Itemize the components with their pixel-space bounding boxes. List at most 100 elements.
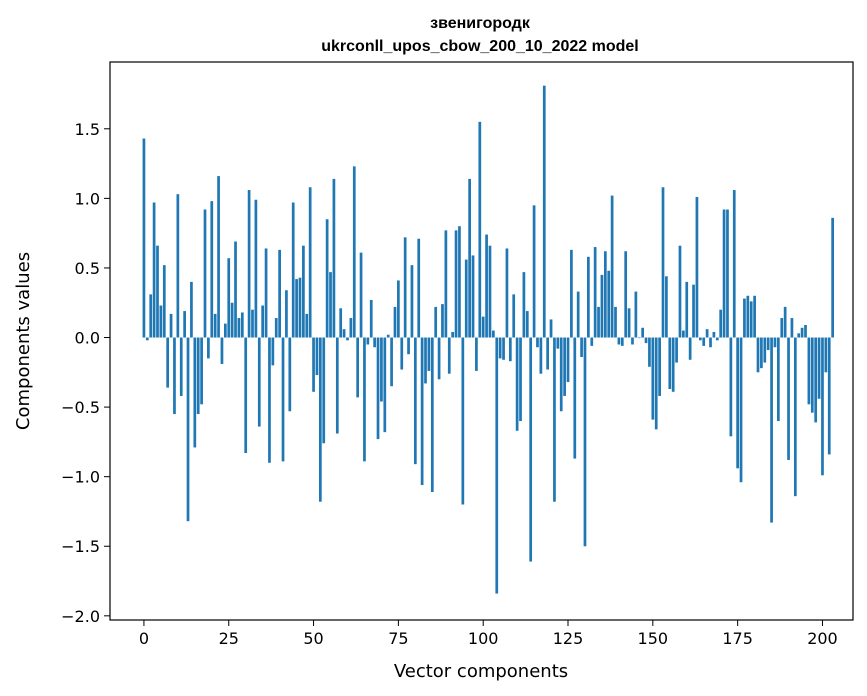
bar-24 [223,323,227,338]
bar-56 [332,178,336,338]
bar-139 [614,306,617,338]
bar-80 [413,337,417,465]
bar-196 [807,337,811,405]
bar-116 [536,337,539,348]
bar-61 [349,318,353,338]
x-tick-label: 200 [807,629,838,648]
bar-40 [278,249,281,338]
bar-186 [773,337,777,348]
bar-53 [322,337,326,444]
bar-179 [749,301,753,338]
bar-47 [302,245,305,338]
bar-98 [475,337,478,371]
bar-128 [576,291,580,338]
bar-54 [325,219,329,338]
bar-127 [573,337,577,459]
bar-23 [220,337,224,364]
bar-143 [627,308,631,338]
bar-134 [597,306,600,338]
bar-168 [712,331,716,338]
bar-45 [295,279,298,338]
bar-100 [481,316,485,338]
bar-198 [814,337,818,423]
x-tick-label: 150 [638,629,669,648]
bar-77 [403,237,407,338]
bar-138 [610,195,614,338]
bar-169 [715,337,719,341]
bar-202 [827,337,831,455]
bar-107 [505,248,509,338]
bar-173 [729,337,733,437]
bar-185 [770,337,773,523]
bar-126 [570,249,573,338]
bar-163 [695,196,699,338]
bar-62 [352,166,356,338]
bar-151 [654,337,658,430]
bar-109 [512,294,516,338]
bar-155 [668,337,672,390]
bar-101 [485,234,488,338]
bar-22 [217,176,220,338]
chart-title: звенигородк [430,15,531,32]
bar-184 [766,337,770,351]
bar-82 [420,337,424,486]
bar-110 [515,337,519,431]
bar-11 [179,337,183,396]
bar-144 [631,337,634,345]
bar-52 [318,337,322,502]
bar-27 [234,241,237,338]
bar-30 [244,337,248,454]
bar-84 [427,337,431,371]
bar-14 [190,281,193,338]
bar-162 [692,284,695,338]
bar-17 [200,337,203,405]
bar-73 [390,337,393,387]
bar-174 [732,190,736,338]
bar-75 [397,280,400,338]
bar-145 [634,291,638,338]
bar-129 [580,337,583,357]
y-tick-label: 1.0 [75,189,100,208]
bar-69 [376,337,380,440]
bar-201 [824,337,828,373]
bar-178 [746,295,750,338]
bar-133 [593,247,597,338]
bar-94 [461,337,465,505]
bar-170 [719,309,723,338]
bar-99 [478,121,482,338]
bar-33 [254,199,258,338]
bar-167 [709,337,712,348]
bar-108 [508,337,512,362]
bar-199 [817,337,821,399]
bar-72 [386,334,390,338]
bar-140 [617,337,621,345]
bar-89 [444,230,448,338]
bar-68 [373,337,376,348]
bar-123 [559,337,563,412]
bar-142 [624,251,628,338]
bar-31 [247,190,251,338]
bar-42 [285,290,288,338]
bar-177 [743,298,746,338]
bar-79 [410,265,414,338]
bar-195 [804,325,807,338]
bar-18 [203,209,207,338]
bar-65 [363,337,366,462]
y-tick-label: −2.0 [61,607,100,626]
bar-97 [471,255,475,338]
x-tick-label: 25 [219,629,239,648]
bar-203 [831,217,834,338]
bar-124 [563,337,566,396]
bar-46 [298,277,302,338]
bar-149 [648,337,651,367]
y-tick-label: 0.5 [75,259,100,278]
bar-158 [678,245,682,338]
y-tick-label: 0.0 [75,329,100,348]
bar-117 [539,337,543,374]
bar-3 [152,202,156,338]
bar-103 [492,330,495,338]
bar-189 [783,306,787,338]
bar-70 [380,337,383,402]
bar-41 [281,337,285,462]
